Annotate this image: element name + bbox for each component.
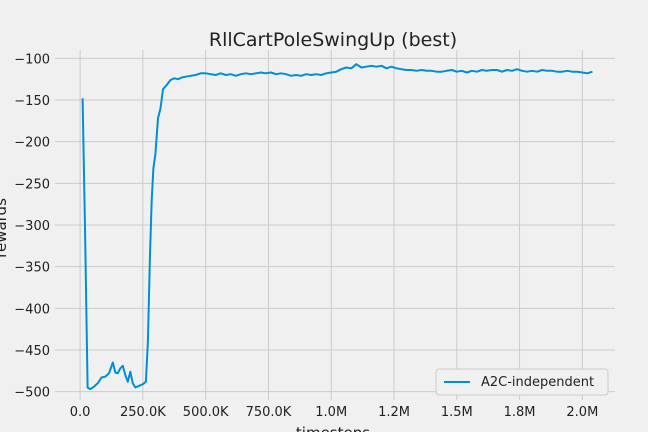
- chart-title: RllCartPoleSwingUp (best): [209, 29, 457, 51]
- x-tick-label: 250.0K: [120, 405, 166, 420]
- legend-box: [435, 368, 609, 396]
- legend: A2C-independent: [435, 368, 609, 396]
- y-tick-label: −450: [14, 344, 50, 359]
- x-tick-label: 0.0: [70, 405, 91, 420]
- y-tick-label: −400: [14, 302, 50, 317]
- y-tick-label: −300: [14, 219, 50, 234]
- x-tick-label: 500.0K: [183, 405, 229, 420]
- y-tick-label: −350: [14, 261, 50, 276]
- y-axis-title: rewards: [0, 198, 10, 258]
- x-axis-title: timesteps: [296, 424, 370, 432]
- y-tick-label: −200: [14, 136, 50, 151]
- legend-label: A2C-independent: [481, 375, 594, 390]
- x-tick-label: 1.5M: [441, 405, 473, 420]
- x-tick-label: 750.0K: [246, 405, 292, 420]
- y-tick-label: −150: [14, 94, 50, 109]
- x-tick-label: 1.0M: [315, 405, 347, 420]
- series-lines: [81, 63, 593, 391]
- series-line: [81, 63, 593, 391]
- tick-labels: 0.0 250.0K 500.0K 750.0K 1.0M 1.2M 1.5M 1.8M 2.0…: [14, 52, 598, 420]
- x-tick-label: 1.8M: [504, 405, 536, 420]
- y-tick-label: −100: [14, 52, 50, 67]
- x-tick-label: 1.2M: [378, 405, 410, 420]
- y-tick-label: −250: [14, 177, 50, 192]
- x-tick-label: 2.0M: [566, 405, 598, 420]
- y-tick-label: −500: [14, 386, 50, 401]
